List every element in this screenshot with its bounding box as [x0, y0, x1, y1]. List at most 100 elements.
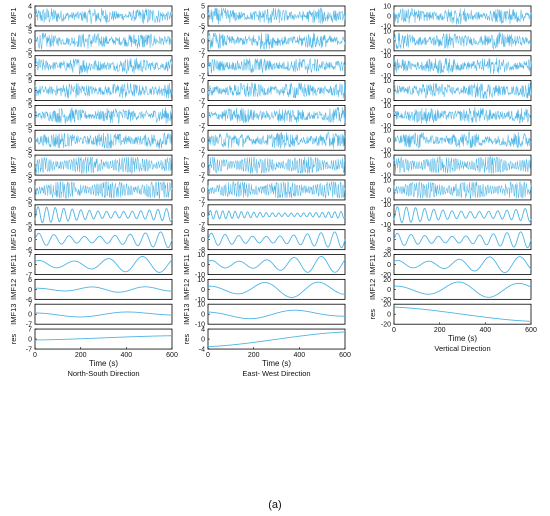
series-line	[393, 82, 532, 100]
y-tick-label: -8	[199, 247, 205, 254]
series-line	[34, 256, 173, 273]
y-tick-label: 5	[28, 177, 32, 184]
y-tick-label: 0	[387, 237, 391, 244]
panel-imf1: -10 0 10 IMF1	[368, 3, 532, 30]
series-line	[393, 107, 532, 124]
y-tick-label: 10	[383, 53, 391, 60]
panel-frame	[207, 254, 346, 275]
y-tick-label: 7	[201, 53, 205, 60]
panel-imf2: -5 0 5 IMF2	[9, 28, 173, 55]
y-tick-label: 0	[387, 287, 391, 294]
series-line	[207, 231, 346, 249]
y-tick-label: 6	[28, 277, 32, 284]
y-tick-label: 5	[201, 3, 205, 10]
y-axis-label: IMF4	[9, 82, 18, 99]
panel-imf8: -10 0 10 IMF8	[368, 177, 532, 204]
panel-imf8: -5 0 5 IMF8	[9, 177, 173, 204]
panel-imf4: -5 0 5 IMF4	[9, 78, 173, 105]
panel-imf7: -10 0 10 IMF7	[368, 153, 532, 180]
y-tick-label: 0	[387, 312, 391, 319]
y-axis-label: IMF12	[368, 279, 377, 300]
y-axis-label: IMF4	[368, 82, 377, 99]
y-axis-label: IMF6	[182, 132, 191, 149]
column-caption: North-South Direction	[67, 369, 139, 378]
y-tick-label: 0	[201, 187, 205, 194]
series-line	[207, 181, 346, 199]
series-line	[207, 32, 346, 50]
series-line	[393, 281, 532, 298]
y-axis-label: IMF1	[182, 7, 191, 24]
panel-frame	[34, 328, 173, 350]
y-tick-label: 10	[383, 202, 391, 209]
y-axis-label: IMF6	[368, 132, 377, 149]
y-tick-label: 7	[201, 202, 205, 209]
x-tick-label: 200	[248, 352, 260, 359]
y-tick-label: -7	[199, 197, 205, 204]
panel-imf5: -7 0 7 IMF5	[182, 103, 346, 130]
panel-imf1: -5 0 5 IMF1	[182, 3, 346, 30]
panel-imf3: -5 0 5 IMF3	[9, 53, 173, 80]
y-axis-label: IMF9	[182, 206, 191, 223]
panel-imf7: -7 0 7 IMF7	[182, 153, 346, 180]
y-axis-label: IMF12	[182, 279, 191, 300]
y-tick-label: -20	[381, 297, 391, 304]
panel-frame	[207, 204, 346, 226]
panel-imf13: -7 0 7 IMF13	[9, 302, 173, 329]
series-line	[34, 57, 173, 75]
y-tick-label: 0	[201, 312, 205, 319]
x-axis-label: Time (s)	[262, 359, 291, 368]
y-axis-label: IMF7	[368, 157, 377, 174]
y-tick-label: 5	[28, 78, 32, 85]
y-tick-label: -7	[199, 173, 205, 180]
panel-imf9: -10 0 10 IMF9	[368, 202, 532, 229]
panel-imf3: -10 0 10 IMF3	[368, 53, 532, 80]
panel-frame	[393, 80, 532, 101]
y-axis-label: IMF12	[9, 279, 18, 300]
x-axis-label: Time (s)	[448, 334, 477, 343]
series-line	[393, 7, 532, 25]
column-caption: Vertical Direction	[434, 344, 490, 353]
y-tick-label: 7	[28, 252, 32, 259]
x-tick-label: 600	[339, 352, 351, 359]
y-axis-label: IMF10	[9, 229, 18, 250]
y-tick-label: 10	[197, 277, 205, 284]
y-tick-label: -10	[381, 98, 391, 105]
panel-imf5: -10 0 10 IMF5	[368, 103, 532, 130]
y-tick-label: 5	[28, 28, 32, 35]
panel-imf6: -7 0 7 IMF6	[182, 128, 346, 155]
y-axis-label: res	[368, 309, 377, 320]
panel-imf13: -10 0 10 IMF13	[182, 302, 346, 329]
y-tick-label: 10	[383, 128, 391, 135]
y-tick-label: 0	[201, 138, 205, 145]
y-tick-label: -10	[195, 297, 205, 304]
y-tick-label: -7	[199, 73, 205, 80]
series-line	[393, 131, 532, 149]
y-axis-label: IMF6	[9, 132, 18, 149]
y-tick-label: 5	[28, 103, 32, 110]
y-tick-label: 5	[28, 202, 32, 209]
y-tick-label: 0	[28, 237, 32, 244]
y-tick-label: 0	[201, 13, 205, 20]
y-axis-label: IMF8	[368, 181, 377, 198]
y-tick-label: -10	[195, 272, 205, 279]
y-tick-label: 6	[28, 227, 32, 234]
y-tick-label: -4	[199, 346, 205, 353]
y-tick-label: 10	[383, 103, 391, 110]
y-tick-label: 0	[387, 38, 391, 45]
y-tick-label: 10	[197, 302, 205, 309]
series-line	[393, 206, 532, 224]
y-tick-label: 10	[383, 177, 391, 184]
panel-frame	[393, 254, 532, 275]
panel-frame	[207, 105, 346, 126]
y-tick-label: -7	[199, 48, 205, 55]
y-tick-label: -10	[381, 197, 391, 204]
x-tick-label: 600	[525, 327, 537, 334]
y-tick-label: -20	[381, 322, 391, 329]
chart-column-3: -10 0 10 IMF1 -10 0 10 IMF2 -10 0 10 IMF3 -10 0 10 IMF4…	[368, 3, 537, 353]
series-line	[207, 7, 346, 25]
y-tick-label: 0	[387, 88, 391, 95]
series-line	[207, 209, 346, 220]
y-tick-label: 10	[383, 28, 391, 35]
y-tick-label: 0	[28, 38, 32, 45]
